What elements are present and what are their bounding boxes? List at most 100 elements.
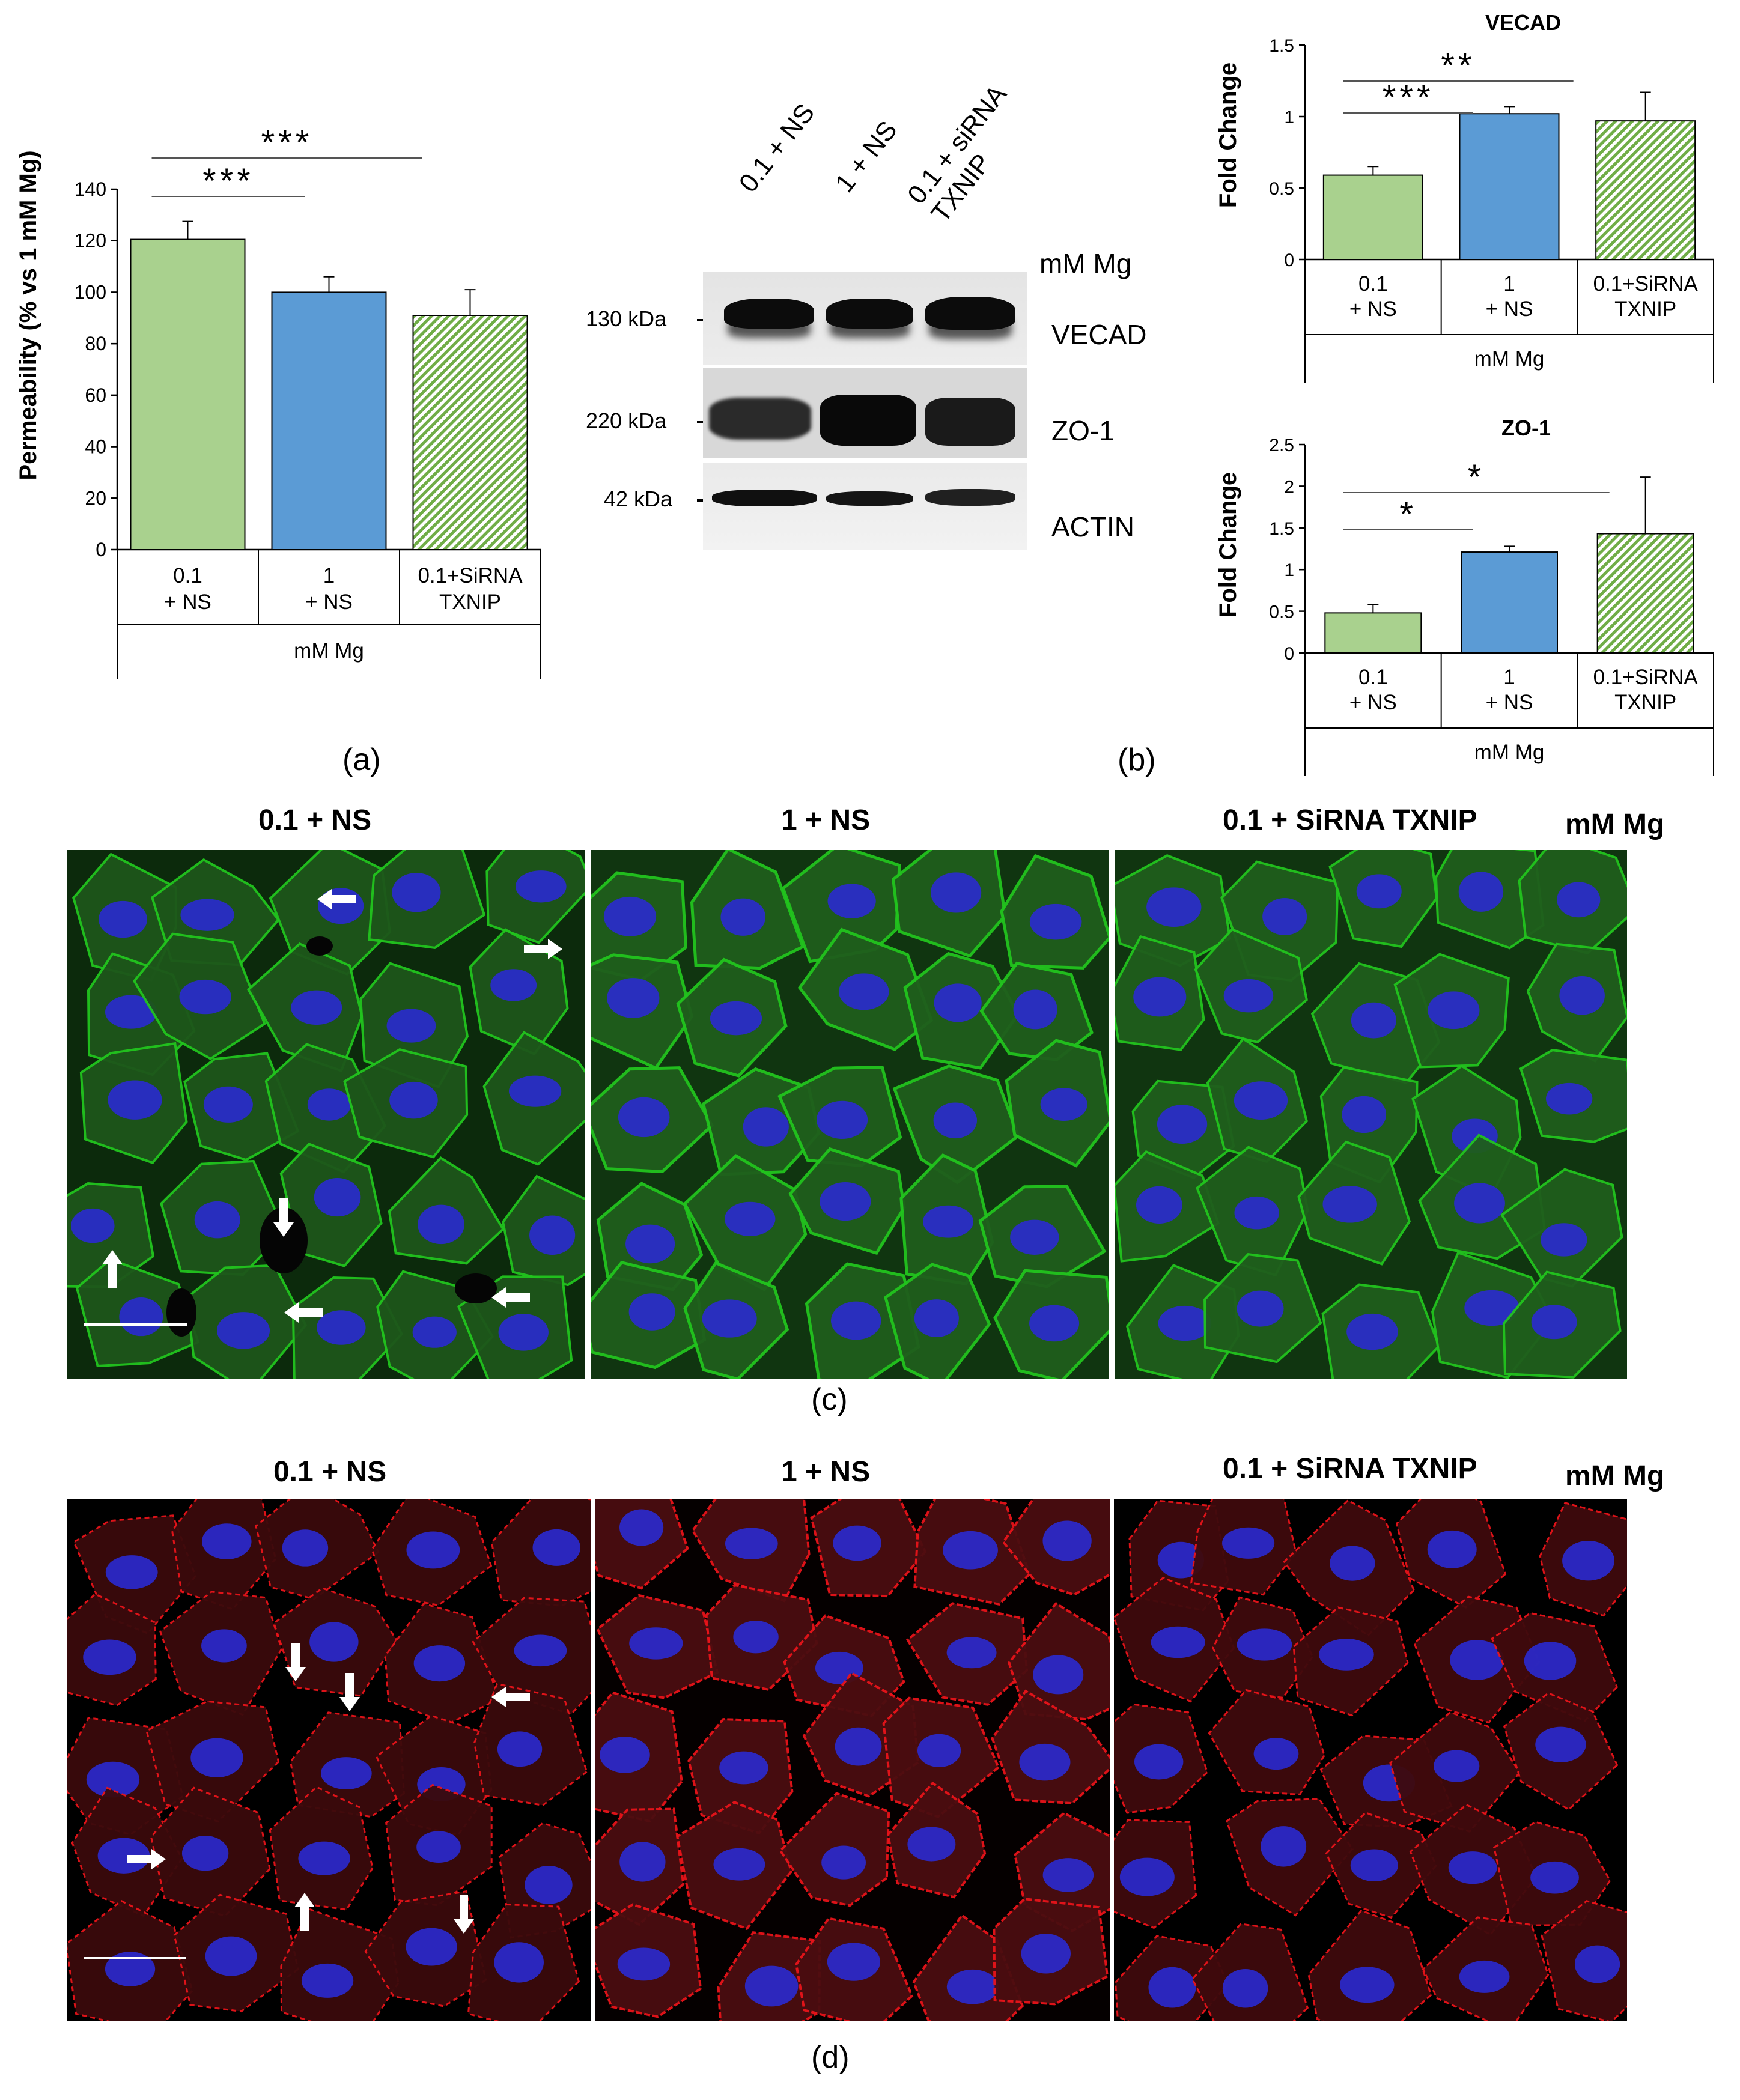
cell-nucleus: [820, 1182, 871, 1221]
blot-strip-actin: [703, 463, 1027, 550]
error-bar-1: [1367, 604, 1379, 613]
cell-nucleus: [1531, 1305, 1577, 1340]
blot-unit-label: mM Mg: [1039, 248, 1132, 279]
cell-nucleus: [1319, 1639, 1374, 1671]
arrow-icon: [285, 1643, 306, 1681]
cell-outline: [1307, 1909, 1432, 2021]
zo1-title: ZO-1: [1501, 416, 1551, 440]
cell-nucleus: [525, 1866, 573, 1904]
cell-nucleus: [392, 873, 441, 912]
error-bar-3: [1640, 476, 1651, 534]
cell-nucleus: [1562, 1541, 1614, 1581]
blot-size-actin: 42 kDa: [604, 487, 673, 511]
cell-nucleus: [1029, 903, 1082, 940]
cell-nucleus: [1119, 1857, 1175, 1896]
band-vecad-3: [925, 297, 1015, 330]
cell-nucleus: [105, 995, 157, 1029]
arrow-icon: [102, 1250, 123, 1288]
cell-nucleus: [725, 1528, 778, 1559]
cell-nucleus: [216, 1312, 270, 1349]
band-zo1-1: [709, 398, 811, 440]
cell-nucleus: [1151, 1626, 1205, 1658]
cell-nucleus: [946, 1637, 997, 1669]
permeability-plot-area: 0 20 40 60 80 100 120 140 0.1 + NS 1 + NS 0.1+SiRNA T…: [75, 123, 541, 679]
x-category-label: + NS: [1486, 297, 1533, 321]
lane-label-2: 1 + NS: [829, 115, 903, 198]
permeability-chart: Permeability (% vs 1 mM Mg) 0 20 40 60 80 100…: [15, 123, 541, 679]
blot-strip-zo1: [703, 368, 1027, 458]
cell-nucleus: [607, 978, 660, 1018]
cell-nucleus: [917, 1734, 961, 1767]
cell-nucleus: [702, 1299, 757, 1338]
cell-nucleus: [86, 1761, 140, 1798]
cell-nucleus: [389, 1081, 438, 1119]
cell-nucleus: [827, 884, 876, 918]
cell-nucleus: [744, 1965, 799, 2007]
cell-nucleus: [1574, 1945, 1620, 1983]
x-category-label: 1: [1503, 272, 1515, 296]
cell-nucleus: [1434, 1750, 1480, 1782]
error-bar-2: [1504, 106, 1515, 114]
cell-nucleus: [821, 1845, 866, 1880]
zo1-chart: ZO-1 Fold Change 00.511.522.50.1+ NS1+ N…: [1215, 416, 1714, 776]
cell-nucleus: [827, 1943, 880, 1981]
junction-gap: [455, 1273, 497, 1303]
cell-nucleus: [205, 1936, 257, 1976]
band-zo1-3: [925, 398, 1015, 446]
cell-nucleus: [406, 1928, 457, 1966]
micro-c-title-2: 1 + NS: [781, 804, 871, 836]
micrograph-d-low-mg: [67, 1499, 591, 2021]
band-vecad-2: [826, 299, 913, 329]
cell-nucleus: [1524, 1642, 1577, 1680]
micro-d-title-2: 1 + NS: [781, 1456, 871, 1488]
cell-nucleus: [1013, 989, 1057, 1030]
cell-nucleus: [603, 896, 657, 936]
x-group-label: mM Mg: [1474, 741, 1545, 764]
cell-nucleus: [515, 870, 567, 903]
cell-nucleus: [179, 979, 231, 1015]
cell-nucleus: [1133, 977, 1187, 1017]
panel-label-c: (c): [811, 1382, 848, 1417]
blot-protein-vecad: VECAD: [1051, 319, 1147, 350]
cell-nucleus: [625, 1224, 675, 1264]
cell-nucleus: [529, 1215, 576, 1255]
x-category-label: + NS: [164, 590, 211, 614]
cell-nucleus: [190, 1738, 243, 1777]
significance-stars: ***: [202, 162, 254, 201]
y-tick-label: 1: [1284, 108, 1294, 127]
x-group-label: mM Mg: [294, 639, 364, 663]
y-tick-label: 0.5: [1269, 602, 1294, 622]
arrow-icon: [491, 1687, 530, 1707]
blot-protein-actin: ACTIN: [1051, 511, 1134, 542]
cell-nucleus: [1019, 1743, 1071, 1781]
y-tick-label: 2: [1284, 477, 1294, 497]
cell-nucleus: [1322, 1186, 1377, 1223]
cell-nucleus: [1033, 1655, 1084, 1695]
cell-nucleus: [619, 1509, 664, 1546]
cell-nucleus: [301, 1963, 354, 1998]
cell-nucleus: [930, 872, 982, 913]
cell-nucleus: [1340, 1967, 1395, 2003]
cell-nucleus: [532, 1529, 580, 1566]
cell-nucleus: [833, 1525, 881, 1561]
x-category-label: 0.1: [173, 564, 202, 587]
y-tick-label: 0: [96, 539, 106, 560]
bar-1: [1324, 612, 1422, 654]
y-tick-label: 1.5: [1269, 519, 1294, 539]
cell-nucleus: [619, 1842, 666, 1882]
cell-nucleus: [202, 1523, 252, 1559]
cell-nucleus: [416, 1831, 461, 1863]
cell-nucleus: [1464, 1290, 1519, 1326]
cell-nucleus: [1346, 1313, 1398, 1350]
significance-stars: ***: [261, 123, 313, 162]
cell-nucleus: [412, 1316, 457, 1348]
cell-nucleus: [629, 1627, 683, 1660]
arrow-icon: [127, 1849, 166, 1869]
blot-protein-zo1: ZO-1: [1051, 415, 1115, 446]
y-tick-label: 2.5: [1269, 435, 1294, 455]
band-vecad-1: [724, 299, 814, 329]
bar-1: [130, 238, 246, 551]
cell-nucleus: [922, 1205, 974, 1238]
x-category-label: TXNIP: [439, 590, 501, 614]
